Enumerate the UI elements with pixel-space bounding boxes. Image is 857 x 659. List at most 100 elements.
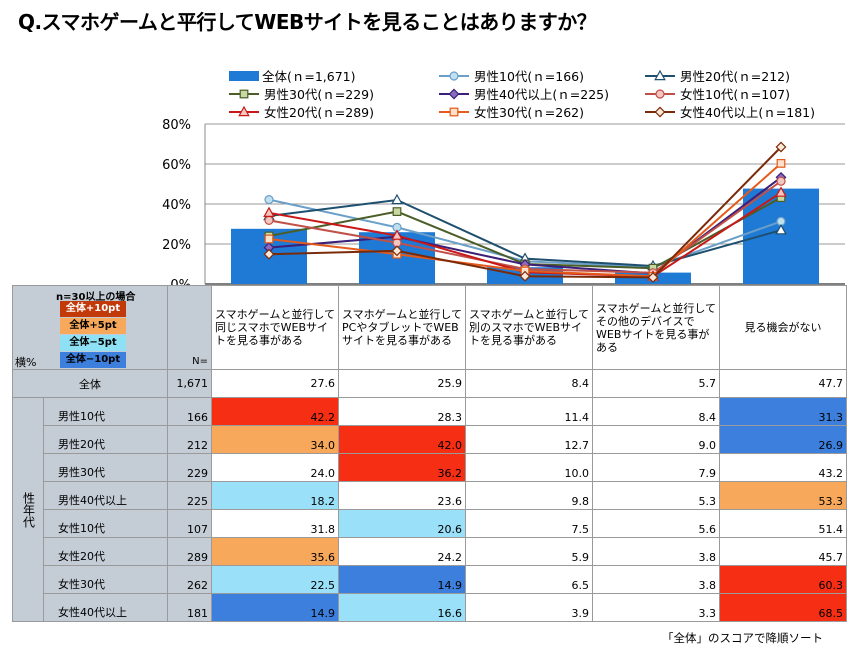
row-label: 男性40代以上 bbox=[43, 481, 168, 510]
key-swatch: 全体+5pt bbox=[60, 318, 126, 334]
legend-label: 男性10代(ｎ=166) bbox=[474, 69, 584, 84]
table-cell: 42.0 bbox=[338, 425, 466, 454]
table-cell: 68.5 bbox=[719, 593, 847, 622]
key-swatch: 全体−10pt bbox=[60, 352, 126, 368]
data-point bbox=[776, 159, 786, 168]
legend-item: 女性30代(ｎ=262) bbox=[438, 103, 584, 120]
legend-item: 男性30代(ｎ=229) bbox=[228, 85, 374, 102]
data-point bbox=[775, 186, 787, 197]
legend-item: 女性40代以上(ｎ=181) bbox=[644, 103, 815, 120]
table-cell: 3.9 bbox=[465, 593, 593, 622]
y-tick-label: 20% bbox=[162, 238, 191, 253]
row-n: 289 bbox=[167, 537, 212, 566]
data-point bbox=[775, 223, 787, 235]
row-label: 男性10代 bbox=[43, 397, 168, 426]
table-cell: 36.2 bbox=[338, 453, 466, 482]
table-cell: 24.0 bbox=[211, 453, 339, 482]
data-point bbox=[392, 207, 402, 217]
table-row: 女性30代 262 22.5 14.9 6.5 3.8 60.3 bbox=[13, 565, 847, 594]
table-cell: 34.0 bbox=[211, 425, 339, 454]
row-n: 225 bbox=[167, 481, 212, 510]
table-cell: 23.6 bbox=[338, 481, 466, 510]
legend-item: 女性10代(ｎ=107) bbox=[644, 85, 790, 102]
legend-point bbox=[654, 106, 666, 117]
legend-marker bbox=[645, 106, 675, 117]
table-key-cell: n=30以上の場合 全体+10pt 全体+5pt 全体−5pt 全体−10pt 横% bbox=[12, 285, 168, 370]
data-point bbox=[647, 271, 659, 283]
legend-item: 男性40代以上(ｎ=225) bbox=[438, 85, 609, 102]
table-cell: 14.9 bbox=[211, 593, 339, 622]
table-row: 女性40代以上 181 14.9 16.6 3.9 3.3 68.5 bbox=[13, 593, 847, 622]
col-header: スマホゲームと並行して同じスマホでWEBサイトを見る事がある bbox=[211, 285, 339, 370]
legend-item: 女性20代(ｎ=289) bbox=[228, 103, 374, 120]
n-header: N= bbox=[167, 285, 212, 370]
bar-total bbox=[743, 188, 819, 284]
table-cell: 8.4 bbox=[465, 369, 593, 398]
table-cell: 28.3 bbox=[338, 397, 466, 426]
table-cell: 8.4 bbox=[592, 397, 720, 426]
row-n: 1,671 bbox=[167, 369, 212, 398]
legend-marker bbox=[229, 89, 259, 98]
col-header: スマホゲームと並行して別のスマホでWEBサイトを見る事がある bbox=[465, 285, 593, 370]
table-row: 女性20代 289 35.6 24.2 5.9 3.8 45.7 bbox=[13, 537, 847, 566]
data-table: n=30以上の場合 全体+10pt 全体+5pt 全体−5pt 全体−10pt 横% … bbox=[12, 285, 847, 622]
table-cell: 14.9 bbox=[338, 565, 466, 594]
col-header: スマホゲームと並行してその他のデバイスでWEBサイトを見る事がある bbox=[592, 285, 720, 370]
row-n: 262 bbox=[167, 565, 212, 594]
legend-marker bbox=[645, 69, 675, 80]
table-cell: 3.3 bbox=[592, 593, 720, 622]
table-cell: 5.6 bbox=[592, 509, 720, 538]
table-cell: 43.2 bbox=[719, 453, 847, 482]
legend-point bbox=[654, 69, 666, 80]
table-row-total: 全体 1,671 27.6 25.9 8.4 5.7 47.7 bbox=[12, 369, 847, 398]
data-point bbox=[776, 176, 786, 186]
legend-label: 女性40代以上(ｎ=181) bbox=[680, 105, 815, 120]
table-row: 男性40代以上 225 18.2 23.6 9.8 5.3 53.3 bbox=[13, 481, 847, 510]
row-n: 212 bbox=[167, 425, 212, 454]
row-n: 166 bbox=[167, 397, 212, 426]
legend-label: 男性40代以上(ｎ=225) bbox=[474, 87, 609, 102]
table-cell: 42.2 bbox=[211, 397, 339, 426]
row-label: 女性20代 bbox=[43, 537, 168, 566]
data-point bbox=[391, 193, 403, 205]
key-swatch: 全体+10pt bbox=[60, 301, 126, 317]
table-cell: 53.3 bbox=[719, 481, 847, 510]
y-tick-label: 60% bbox=[162, 158, 191, 173]
sort-note: 「全体」のスコアで降順ソート bbox=[662, 631, 823, 645]
row-label: 男性20代 bbox=[43, 425, 168, 454]
legend-point bbox=[448, 88, 460, 99]
col-header: スマホゲームと並行してPCやタブレットでWEBサイトを見る事がある bbox=[338, 285, 466, 370]
row-n: 107 bbox=[167, 509, 212, 538]
table-cell: 35.6 bbox=[211, 537, 339, 566]
table-cell: 5.7 bbox=[592, 369, 720, 398]
col-header: 見る機会がない bbox=[719, 285, 847, 370]
chart-area: 80%60%40%20%0% bbox=[162, 118, 845, 290]
legend-marker bbox=[645, 88, 675, 99]
table-cell: 10.0 bbox=[465, 453, 593, 482]
legend-label: 男性20代(ｎ=212) bbox=[680, 69, 790, 84]
table-cell: 60.3 bbox=[719, 565, 847, 594]
legend-point bbox=[655, 88, 665, 99]
table-cell: 11.4 bbox=[465, 397, 593, 426]
table-cell: 16.6 bbox=[338, 593, 466, 622]
table-cell: 26.9 bbox=[719, 425, 847, 454]
key-swatch: 全体−5pt bbox=[60, 335, 126, 351]
legend-item: 男性10代(ｎ=166) bbox=[438, 67, 584, 84]
table-cell: 51.4 bbox=[719, 509, 847, 538]
table-cell: 7.5 bbox=[465, 509, 593, 538]
table-cell: 45.7 bbox=[719, 537, 847, 566]
legend-marker bbox=[439, 70, 469, 81]
line-series bbox=[263, 141, 787, 283]
table-cell: 9.0 bbox=[592, 425, 720, 454]
legend-label: 全体(ｎ=1,671) bbox=[262, 69, 356, 84]
data-point bbox=[775, 141, 787, 153]
table-cell: 7.9 bbox=[592, 453, 720, 482]
data-point bbox=[391, 245, 403, 257]
legend-label: 女性30代(ｎ=262) bbox=[474, 105, 584, 120]
group-label: 性年代 bbox=[12, 397, 44, 622]
data-point bbox=[263, 206, 275, 217]
legend-point bbox=[238, 105, 250, 116]
table-cell: 22.5 bbox=[211, 565, 339, 594]
legend-label: 男性30代(ｎ=229) bbox=[264, 87, 374, 102]
legend-marker bbox=[439, 107, 469, 116]
